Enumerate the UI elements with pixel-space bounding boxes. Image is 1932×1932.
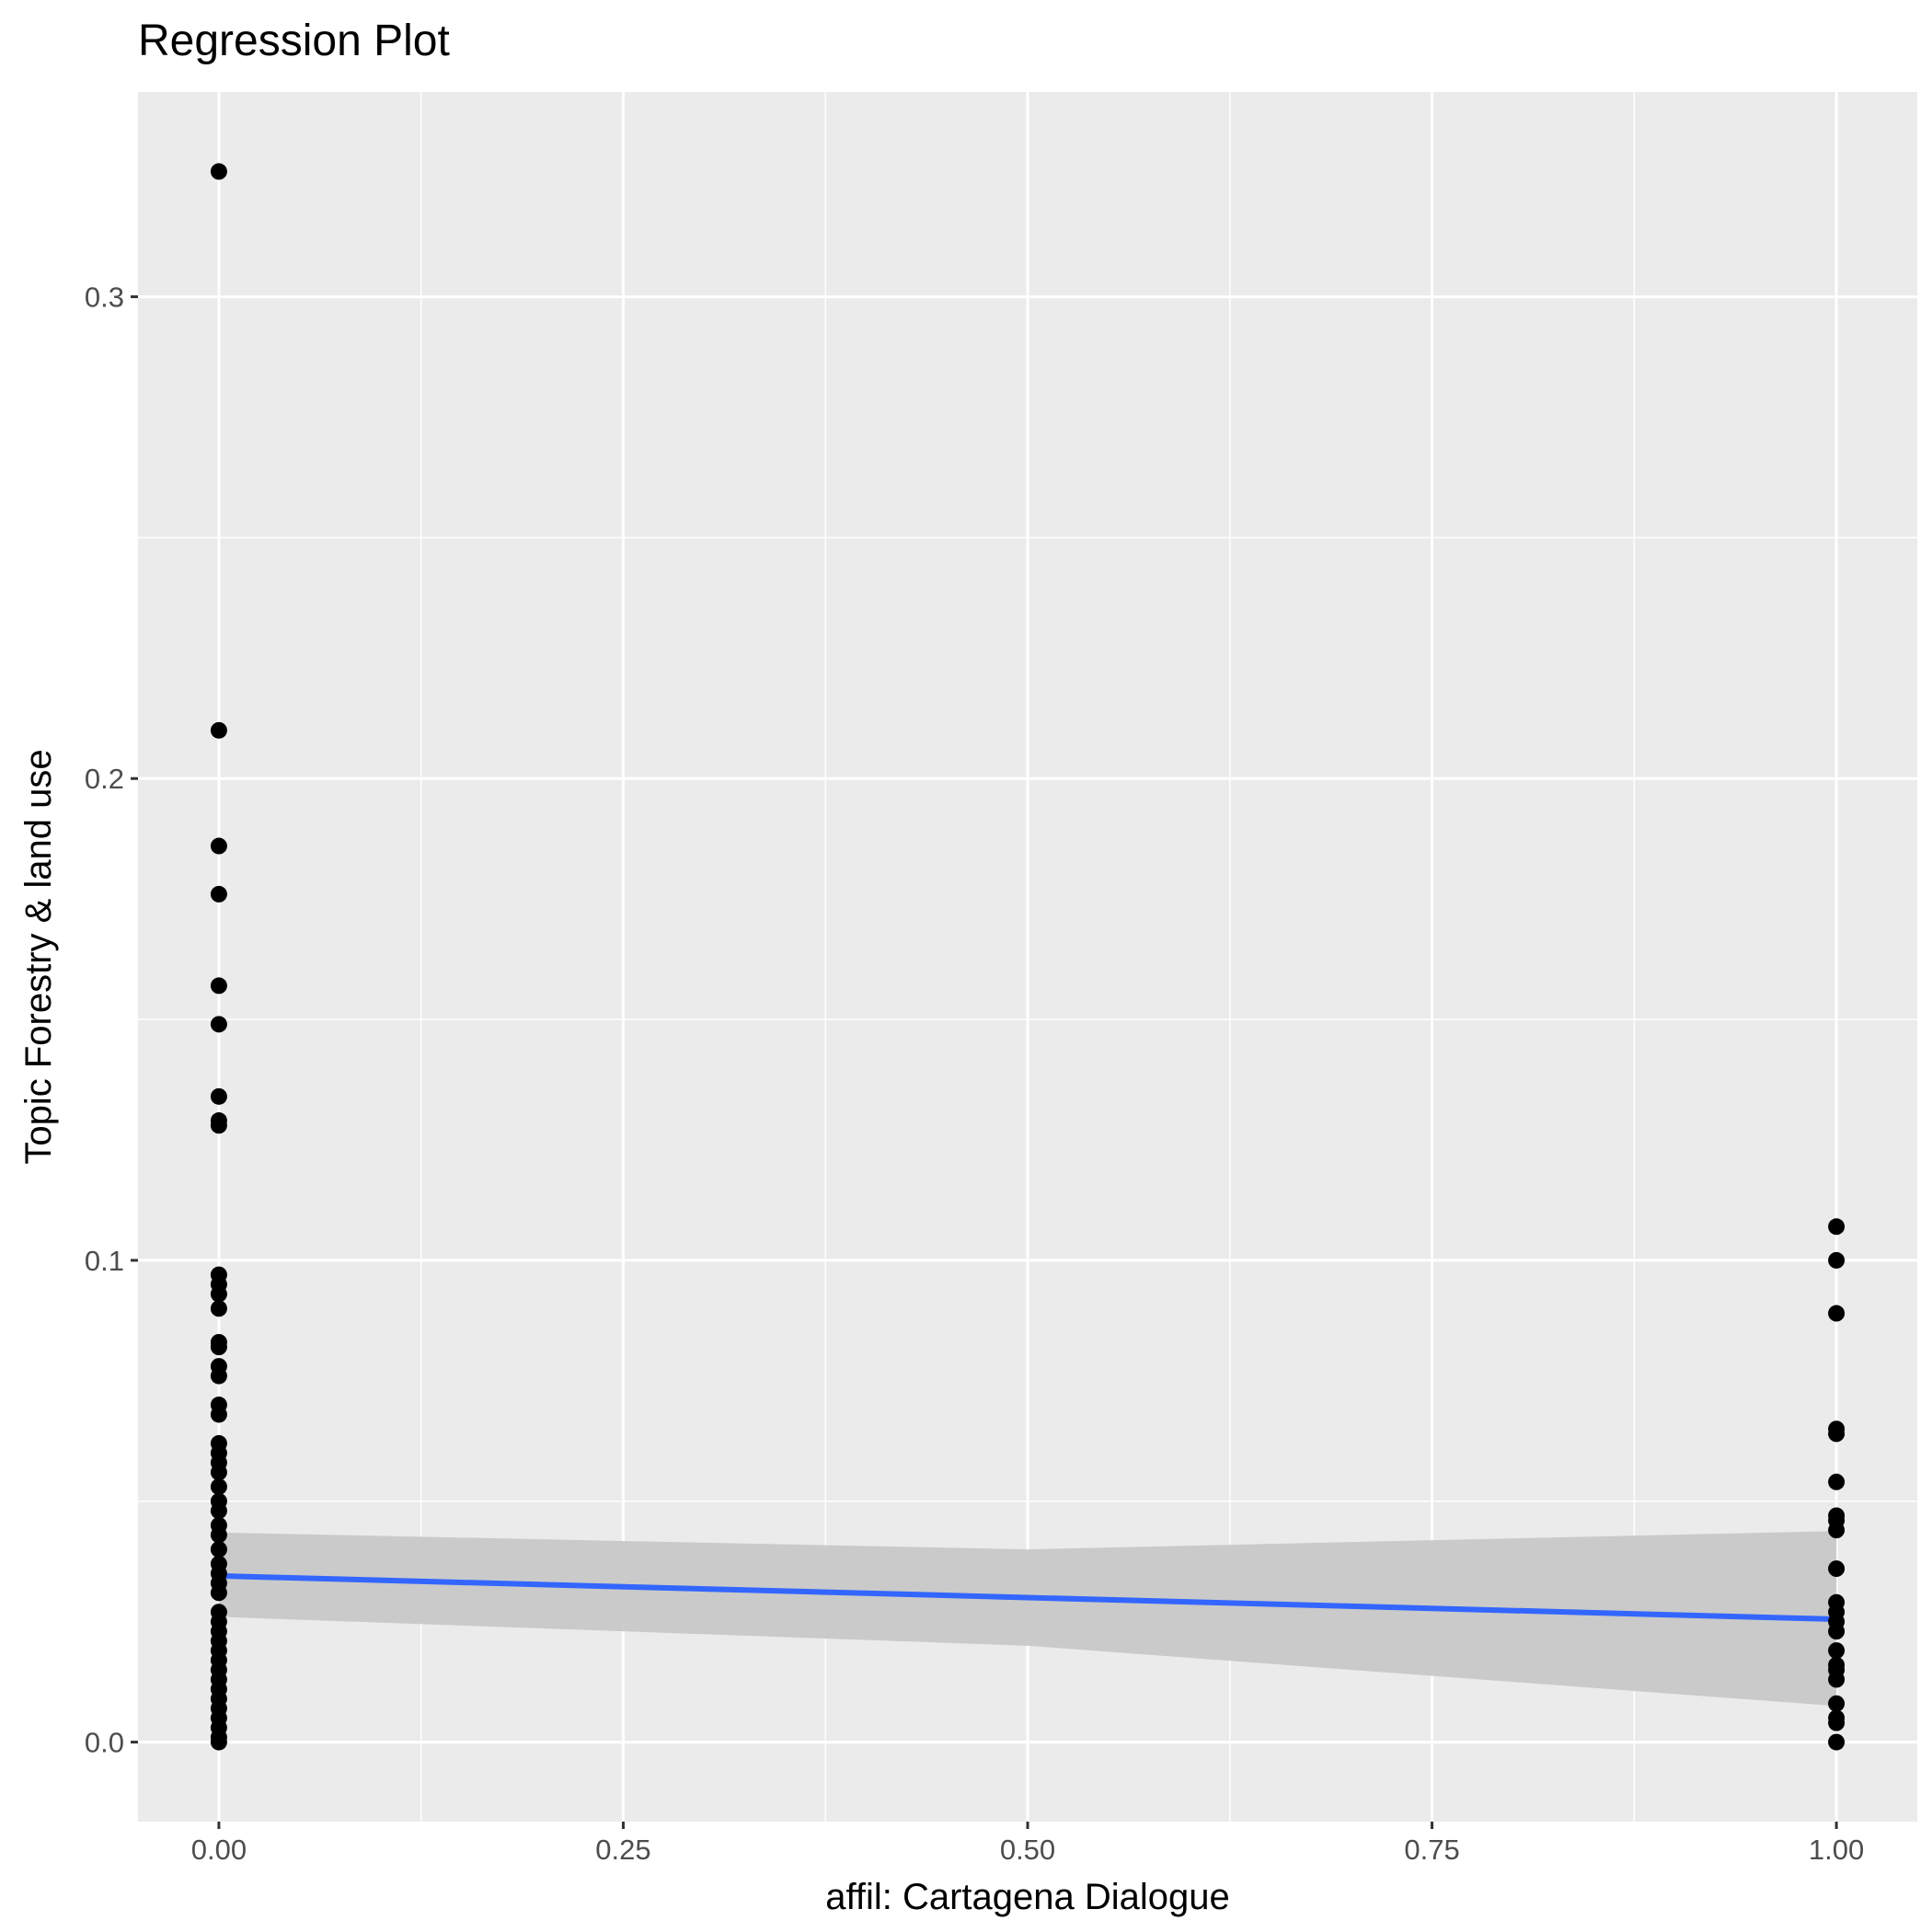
data-point — [210, 1016, 227, 1033]
data-point — [210, 1300, 227, 1317]
data-point — [1828, 1560, 1846, 1578]
data-point — [210, 1584, 227, 1602]
data-point — [210, 1541, 227, 1558]
y-axis: 0.0 0.1 0.2 0.3 — [85, 282, 138, 1759]
y-tick-label: 0.3 — [85, 282, 124, 314]
data-point — [1828, 1522, 1846, 1539]
x-tick-label: 0.50 — [1000, 1834, 1055, 1866]
data-point — [210, 885, 227, 903]
data-point — [1828, 1642, 1846, 1660]
confidence-band — [218, 1531, 1837, 1707]
y-axis-title: Topic Forestry & land use — [18, 749, 59, 1164]
regression-line-layer — [218, 1572, 1837, 1623]
y-tick-label: 0.0 — [85, 1727, 124, 1759]
data-point — [210, 1117, 227, 1134]
data-point — [210, 1464, 227, 1481]
data-point — [210, 163, 227, 180]
y-tick-label: 0.2 — [85, 763, 124, 795]
data-point — [210, 1733, 227, 1751]
data-point — [210, 977, 227, 995]
data-point — [1828, 1218, 1846, 1236]
data-point — [210, 1502, 227, 1520]
x-axis: 0.00 0.25 0.50 0.75 1.00 — [191, 1822, 1864, 1866]
data-point — [210, 837, 227, 855]
data-point — [1828, 1695, 1846, 1712]
data-point — [1828, 1251, 1846, 1269]
data-point — [210, 1478, 227, 1496]
data-point — [210, 1087, 227, 1105]
x-tick-label: 1.00 — [1809, 1834, 1864, 1866]
data-point — [1828, 1623, 1846, 1640]
y-tick-label: 0.1 — [85, 1245, 124, 1277]
data-point — [210, 1339, 227, 1356]
data-point — [1828, 1671, 1846, 1688]
x-tick-label: 0.25 — [595, 1834, 650, 1866]
data-point — [210, 1367, 227, 1385]
data-points — [210, 163, 1846, 1751]
data-point — [210, 1285, 227, 1303]
data-point — [210, 1526, 227, 1544]
data-point — [1828, 1473, 1846, 1490]
data-point — [1828, 1305, 1846, 1322]
x-tick-label: 0.00 — [191, 1834, 247, 1866]
data-point — [1828, 1714, 1846, 1731]
data-point — [1828, 1733, 1846, 1751]
data-point — [210, 1406, 227, 1423]
confidence-band-layer — [218, 1531, 1837, 1707]
x-axis-title: affil: Cartagena Dialogue — [825, 1877, 1230, 1917]
x-tick-label: 0.75 — [1404, 1834, 1459, 1866]
grid-lines — [138, 92, 1917, 1822]
regression-line — [218, 1572, 1837, 1623]
chart-title: Regression Plot — [138, 17, 450, 65]
data-point — [210, 721, 227, 739]
data-point — [1828, 1425, 1846, 1443]
